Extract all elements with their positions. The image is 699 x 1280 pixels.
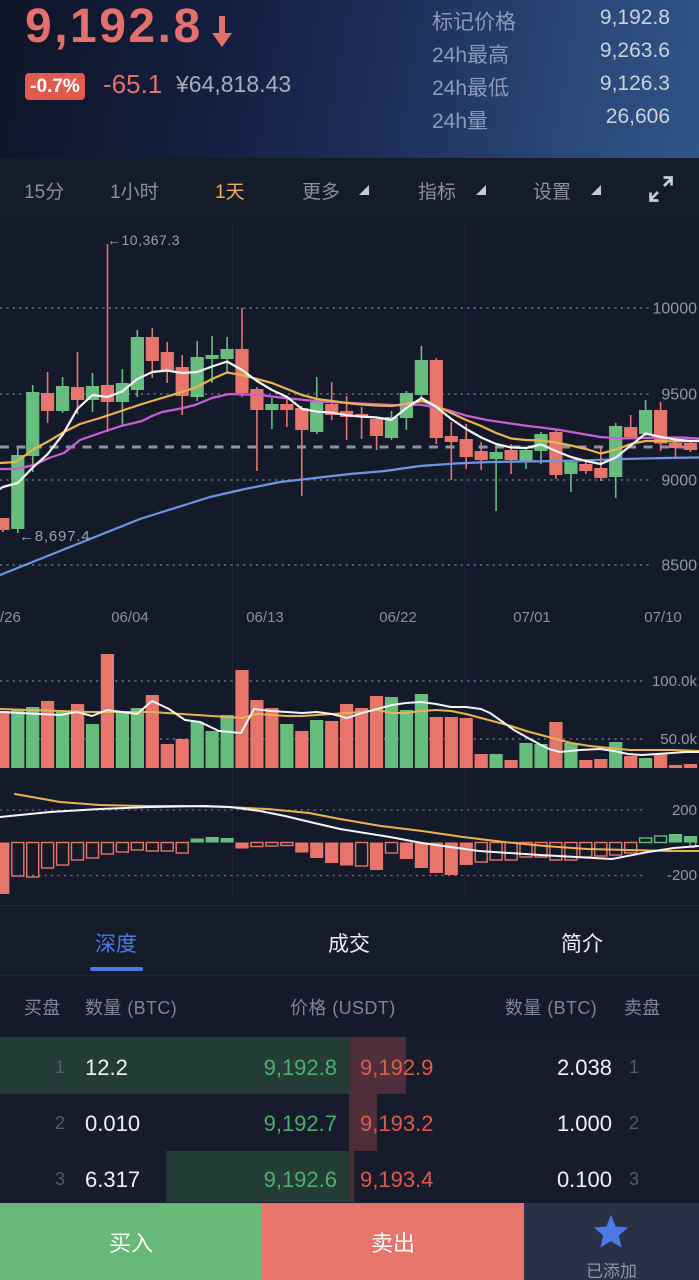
svg-text:/26: /26 [0,609,21,626]
svg-text:06/04: 06/04 [111,609,149,626]
svg-text:←8,697.4: ←8,697.4 [19,528,90,545]
svg-text:9500: 9500 [661,387,697,404]
svg-text:100.0k: 100.0k [652,673,698,690]
svg-text:9000: 9000 [661,473,697,490]
svg-text:200: 200 [672,802,697,819]
svg-text:07/10: 07/10 [644,609,682,626]
svg-text:50.0k: 50.0k [660,731,697,748]
svg-text:8500: 8500 [661,558,697,575]
svg-text:06/13: 06/13 [246,609,284,626]
svg-text:-200: -200 [667,867,697,884]
svg-text:06/22: 06/22 [379,609,417,626]
svg-text:←10,367.3: ←10,367.3 [107,232,180,248]
svg-text:10000: 10000 [653,301,698,318]
svg-text:0: 0 [689,835,697,852]
svg-text:07/01: 07/01 [513,609,551,626]
